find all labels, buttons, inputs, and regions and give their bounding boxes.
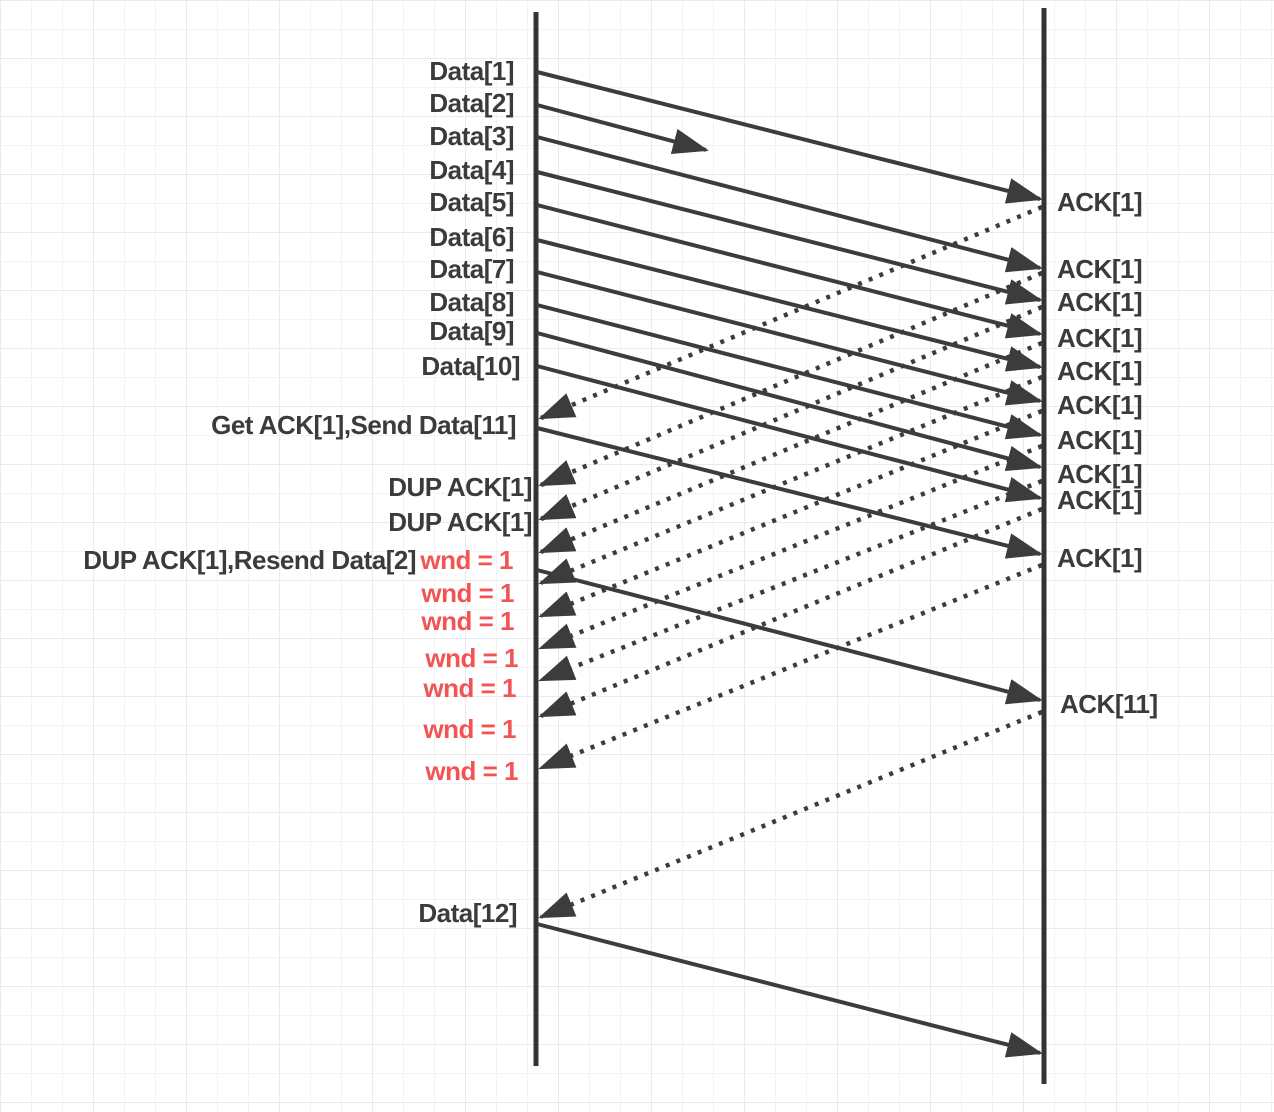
- data-10-arrow: [536, 364, 1043, 503]
- data-3-arrow: [536, 135, 1043, 273]
- dup-ack-return-arrow-9: [538, 562, 1043, 771]
- dup-ack-return-arrow-4: [538, 374, 1043, 586]
- data-1-arrow: [536, 70, 1043, 204]
- data-6-arrow: [536, 238, 1043, 372]
- data-11-arrow: [536, 426, 1043, 559]
- dup-ack-return-arrow-3: [538, 340, 1043, 555]
- dup-ack-return-arrow-7: [538, 478, 1043, 683]
- data-2-lost-arrow: [536, 103, 709, 155]
- data-5-arrow: [536, 203, 1043, 339]
- resend-data-2-arrow: [536, 568, 1043, 705]
- dup-ack-return-arrow-6: [538, 443, 1043, 651]
- dup-ack-return-arrow-8: [538, 506, 1043, 719]
- data-7-arrow: [536, 270, 1043, 406]
- data-4-arrow: [536, 170, 1043, 305]
- data-12-arrow: [536, 922, 1043, 1058]
- dup-ack-return-arrow-5: [538, 408, 1043, 619]
- ack-11-return-arrow: [538, 709, 1043, 920]
- data-8-arrow: [536, 303, 1043, 440]
